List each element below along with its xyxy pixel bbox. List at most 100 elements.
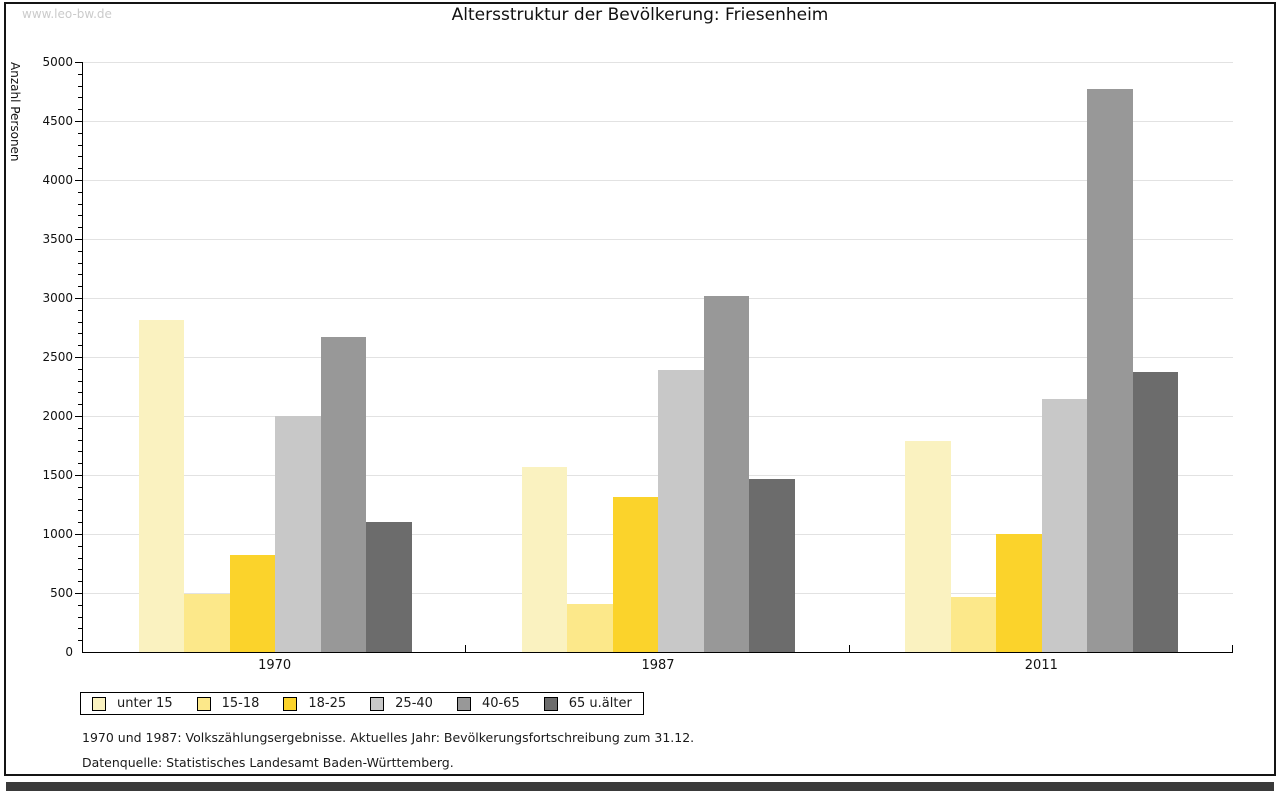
bar-2011-65-u.älter xyxy=(1132,372,1179,652)
plot-area: 0 500 1000 1500 2000 2500 3000 3500 4000 4500 5000… xyxy=(42,55,1233,673)
y-tick-label: 5000 xyxy=(42,55,73,69)
gridline xyxy=(83,121,1233,122)
y-minor-tick xyxy=(78,262,82,264)
bar-1987-40-65 xyxy=(703,295,750,652)
y-minor-tick xyxy=(78,616,82,618)
legend-label: 65 u.älter xyxy=(568,696,632,711)
y-minor-tick xyxy=(78,545,82,547)
y-minor-tick xyxy=(78,522,82,524)
y-minor-tick xyxy=(78,427,82,429)
bar-1970-18-25 xyxy=(229,555,275,652)
x-tick-label: 2011 xyxy=(1024,658,1058,673)
y-minor-tick xyxy=(78,203,82,205)
x-boundary-tick xyxy=(848,645,850,652)
y-major-tick xyxy=(75,534,82,535)
y-minor-tick xyxy=(78,168,82,170)
y-major-tick xyxy=(75,416,82,417)
y-major-tick xyxy=(75,298,82,299)
y-minor-tick xyxy=(78,569,82,571)
bar-1970-25-40 xyxy=(275,416,321,652)
y-minor-tick xyxy=(78,85,82,87)
y-minor-tick xyxy=(78,250,82,252)
legend-swatch xyxy=(370,696,385,711)
y-tick-label: 4000 xyxy=(42,173,73,187)
legend-item: 40-65 xyxy=(456,696,520,711)
y-minor-tick xyxy=(78,274,82,276)
y-minor-tick xyxy=(78,510,82,512)
y-tick-label: 500 xyxy=(50,586,73,600)
bottom-scrollbar xyxy=(6,782,1274,791)
y-minor-tick xyxy=(78,156,82,158)
legend-swatch xyxy=(543,696,558,711)
x-boundary-tick xyxy=(465,645,467,652)
y-minor-tick xyxy=(78,144,82,146)
legend-item: 65 u.älter xyxy=(543,696,632,711)
y-tick-label: 1000 xyxy=(42,527,73,541)
gridline xyxy=(83,357,1233,358)
y-minor-tick xyxy=(78,191,82,193)
legend-item: unter 15 xyxy=(92,696,173,711)
y-minor-tick xyxy=(78,227,82,229)
y-tick-label: 4500 xyxy=(42,114,73,128)
y-minor-tick xyxy=(78,368,82,370)
legend-label: unter 15 xyxy=(117,696,173,711)
y-tick-label: 2500 xyxy=(42,350,73,364)
bar-1987-15-18 xyxy=(567,603,613,652)
legend-swatch xyxy=(92,696,106,711)
y-major-tick xyxy=(75,239,82,240)
bar-1970-unter-15 xyxy=(138,320,184,652)
bar-1987-unter-15 xyxy=(521,466,568,652)
y-minor-tick xyxy=(78,333,82,335)
chart-title: Altersstruktur der Bevölkerung: Friesenh… xyxy=(451,5,829,25)
gridline xyxy=(83,475,1233,476)
y-minor-tick xyxy=(78,604,82,606)
legend-label: 18-25 xyxy=(308,696,347,711)
y-minor-tick xyxy=(78,581,82,583)
y-tick-label: 2000 xyxy=(42,409,73,423)
legend-item: 18-25 xyxy=(283,696,346,711)
y-minor-tick xyxy=(78,73,82,75)
y-major-tick xyxy=(75,475,82,476)
y-minor-tick xyxy=(78,215,82,217)
y-minor-tick xyxy=(78,97,82,99)
legend-label: 40-65 xyxy=(481,696,520,711)
gridline xyxy=(83,416,1233,417)
gridline xyxy=(83,298,1233,299)
y-minor-tick xyxy=(78,321,82,323)
y-tick-label: 3000 xyxy=(42,291,73,305)
y-axis-label: Anzahl Personen xyxy=(8,62,22,162)
legend-swatch xyxy=(456,696,471,711)
y-minor-tick xyxy=(78,640,82,642)
y-minor-tick xyxy=(78,286,82,288)
legend-item: 25-40 xyxy=(370,696,433,711)
gridline xyxy=(83,180,1233,181)
bar-2011-25-40 xyxy=(1041,399,1088,652)
legend-swatch xyxy=(283,696,298,711)
y-tick-label: 0 xyxy=(65,645,73,659)
bar-1987-18-25 xyxy=(612,497,659,652)
y-major-tick xyxy=(75,593,82,594)
bar-1970-40-65 xyxy=(320,336,366,652)
x-tick-label: 1970 xyxy=(258,658,292,673)
x-boundary-tick xyxy=(1232,645,1233,652)
y-minor-tick xyxy=(78,392,82,394)
y-minor-tick xyxy=(78,628,82,630)
y-major-tick xyxy=(75,62,82,63)
footnote-source-note: 1970 und 1987: Volkszählungsergebnisse. … xyxy=(82,730,695,745)
y-minor-tick xyxy=(78,132,82,134)
y-minor-tick xyxy=(78,498,82,500)
y-major-tick xyxy=(75,121,82,122)
bar-1970-15-18 xyxy=(184,594,230,652)
y-tick-label: 3500 xyxy=(42,232,73,246)
x-tick-label: 1987 xyxy=(641,658,675,673)
y-minor-tick xyxy=(78,451,82,453)
y-minor-tick xyxy=(78,557,82,559)
y-tick-label: 1500 xyxy=(42,468,73,482)
bar-2011-18-25 xyxy=(996,534,1042,652)
y-major-tick xyxy=(75,180,82,181)
bar-2011-15-18 xyxy=(950,596,997,652)
y-minor-tick xyxy=(78,439,82,441)
gridline xyxy=(83,239,1233,240)
gridline xyxy=(83,62,1233,63)
y-minor-tick xyxy=(78,109,82,111)
